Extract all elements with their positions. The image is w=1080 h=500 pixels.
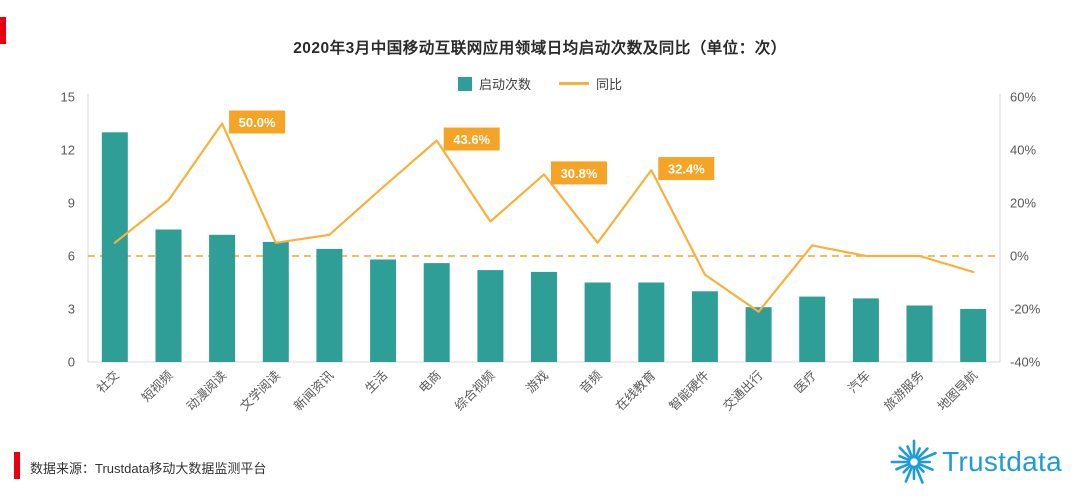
svg-text:40%: 40%	[1010, 143, 1036, 158]
legend-item-line: 同比	[559, 74, 622, 93]
svg-text:-40%: -40%	[1010, 355, 1041, 370]
svg-text:32.4%: 32.4%	[668, 162, 705, 177]
svg-text:短视频: 短视频	[138, 367, 175, 404]
svg-text:智能硬件: 智能硬件	[666, 368, 712, 414]
svg-text:医疗: 医疗	[792, 368, 820, 396]
svg-text:交通出行: 交通出行	[720, 368, 766, 414]
svg-text:汽车: 汽车	[845, 368, 873, 396]
svg-text:地图导航: 地图导航	[934, 367, 980, 413]
svg-text:文学阅读: 文学阅读	[237, 368, 283, 414]
svg-text:50.0%: 50.0%	[239, 115, 276, 130]
bar-series-swatch	[457, 76, 472, 91]
svg-text:动漫阅读: 动漫阅读	[184, 368, 229, 413]
bar-series-label: 启动次数	[478, 77, 531, 92]
svg-text:0%: 0%	[1010, 249, 1029, 264]
red-accent-bar-footer	[14, 452, 20, 479]
legend-item-bars: 启动次数	[457, 74, 531, 93]
svg-text:旅游服务: 旅游服务	[881, 368, 927, 414]
svg-text:30.8%: 30.8%	[561, 166, 598, 181]
data-source-note: 数据来源：Trustdata移动大数据监测平台	[30, 461, 267, 476]
svg-text:9: 9	[68, 196, 75, 211]
svg-text:生活: 生活	[363, 368, 391, 396]
svg-text:12: 12	[61, 143, 75, 158]
red-accent-bar-top	[0, 17, 6, 44]
svg-text:电商: 电商	[416, 368, 444, 396]
svg-text:社交: 社交	[94, 368, 122, 396]
brand-logo: Trustdata	[888, 436, 1062, 488]
svg-text:6: 6	[68, 249, 75, 264]
chart-legend: 启动次数 同比	[0, 74, 1080, 93]
sunburst-icon	[890, 439, 937, 484]
chart-title: 2020年3月中国移动互联网应用领域日均启动次数及同比（单位：次）	[293, 40, 787, 57]
svg-text:-20%: -20%	[1010, 302, 1041, 317]
svg-text:新闻资讯: 新闻资讯	[291, 367, 337, 413]
svg-text:在线教育: 在线教育	[612, 368, 658, 414]
svg-text:15: 15	[61, 90, 75, 105]
svg-text:3: 3	[68, 302, 75, 317]
svg-text:游戏: 游戏	[524, 368, 552, 396]
svg-text:20%: 20%	[1010, 196, 1036, 211]
line-series-swatch	[559, 82, 589, 85]
svg-text:音频: 音频	[576, 367, 605, 396]
line-series-label: 同比	[596, 77, 623, 92]
brand-name: Trustdata	[942, 446, 1062, 477]
svg-text:0: 0	[68, 355, 75, 370]
svg-text:60%: 60%	[1010, 90, 1036, 105]
chart-canvas: 0 3 6 9 12 15 -40% -20% 0% 20% 40% 60% 社交 短视频 动漫阅读 文学阅读…	[61, 90, 1041, 414]
svg-text:综合视频: 综合视频	[452, 367, 498, 413]
svg-text:43.6%: 43.6%	[453, 132, 490, 147]
